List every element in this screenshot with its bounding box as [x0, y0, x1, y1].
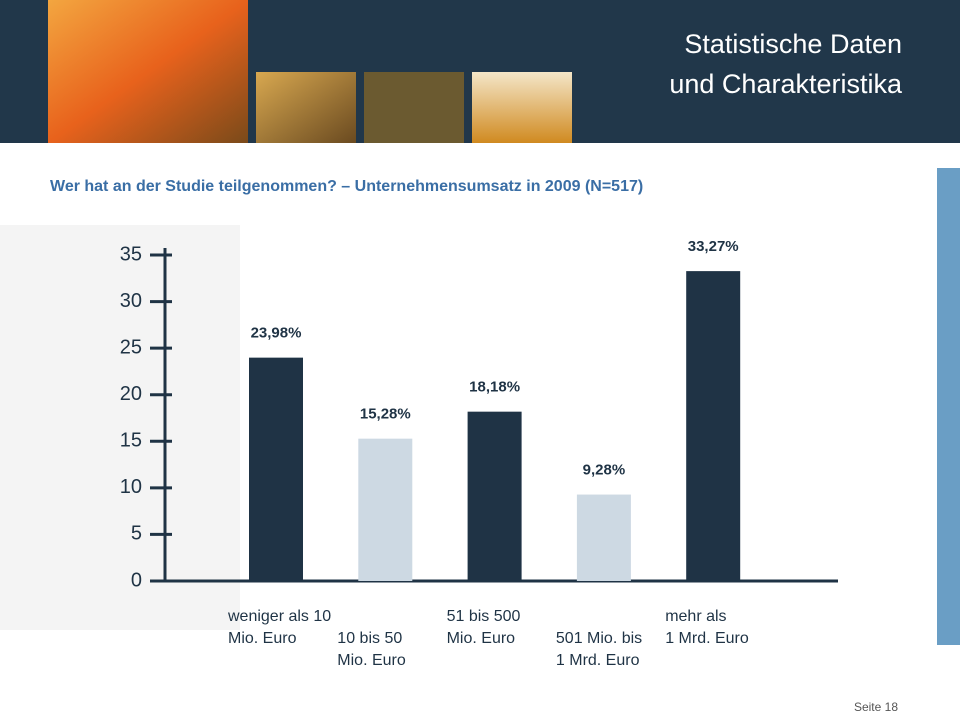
x-tick-label: mehr als 1 Mrd. Euro — [665, 608, 749, 647]
y-tick-label: 25 — [120, 336, 142, 358]
value-label: 15,28% — [360, 406, 411, 423]
x-tick-label: 501 Mio. bis 1 Mrd. Euro — [555, 630, 643, 669]
header-image — [256, 72, 356, 143]
value-label: 33,27% — [688, 238, 739, 255]
x-tick-label: 51 bis 500 Mio. Euro — [446, 608, 521, 647]
bar — [249, 357, 303, 581]
y-tick-label: 10 — [120, 476, 142, 498]
side-bar — [937, 168, 960, 645]
y-tick-label: 35 — [120, 243, 142, 265]
bar — [576, 494, 631, 581]
y-tick-label: 20 — [120, 383, 142, 405]
bar — [467, 411, 522, 581]
header-image — [48, 0, 248, 143]
value-label: 9,28% — [583, 462, 626, 479]
y-tick-label: 15 — [120, 430, 142, 452]
slide-title: Statistische Daten und Charakteristika — [669, 29, 903, 99]
y-tick-label: 30 — [120, 290, 142, 312]
y-tick-label: 0 — [131, 569, 142, 591]
subtitle: Wer hat an der Studie teilgenommen? – Un… — [50, 178, 643, 195]
page-number: Seite 18 — [854, 700, 898, 712]
x-tick-label: weniger als 10 Mio. Euro — [228, 608, 332, 647]
bar — [358, 438, 413, 581]
value-label: 18,18% — [469, 379, 520, 396]
value-label: 23,98% — [251, 325, 302, 342]
y-tick-label: 5 — [131, 523, 142, 545]
bar — [686, 271, 741, 581]
header-image — [472, 72, 572, 143]
watermark — [0, 225, 240, 630]
header-image — [364, 72, 464, 143]
x-tick-label: 10 bis 50 Mio. Euro — [337, 630, 406, 669]
